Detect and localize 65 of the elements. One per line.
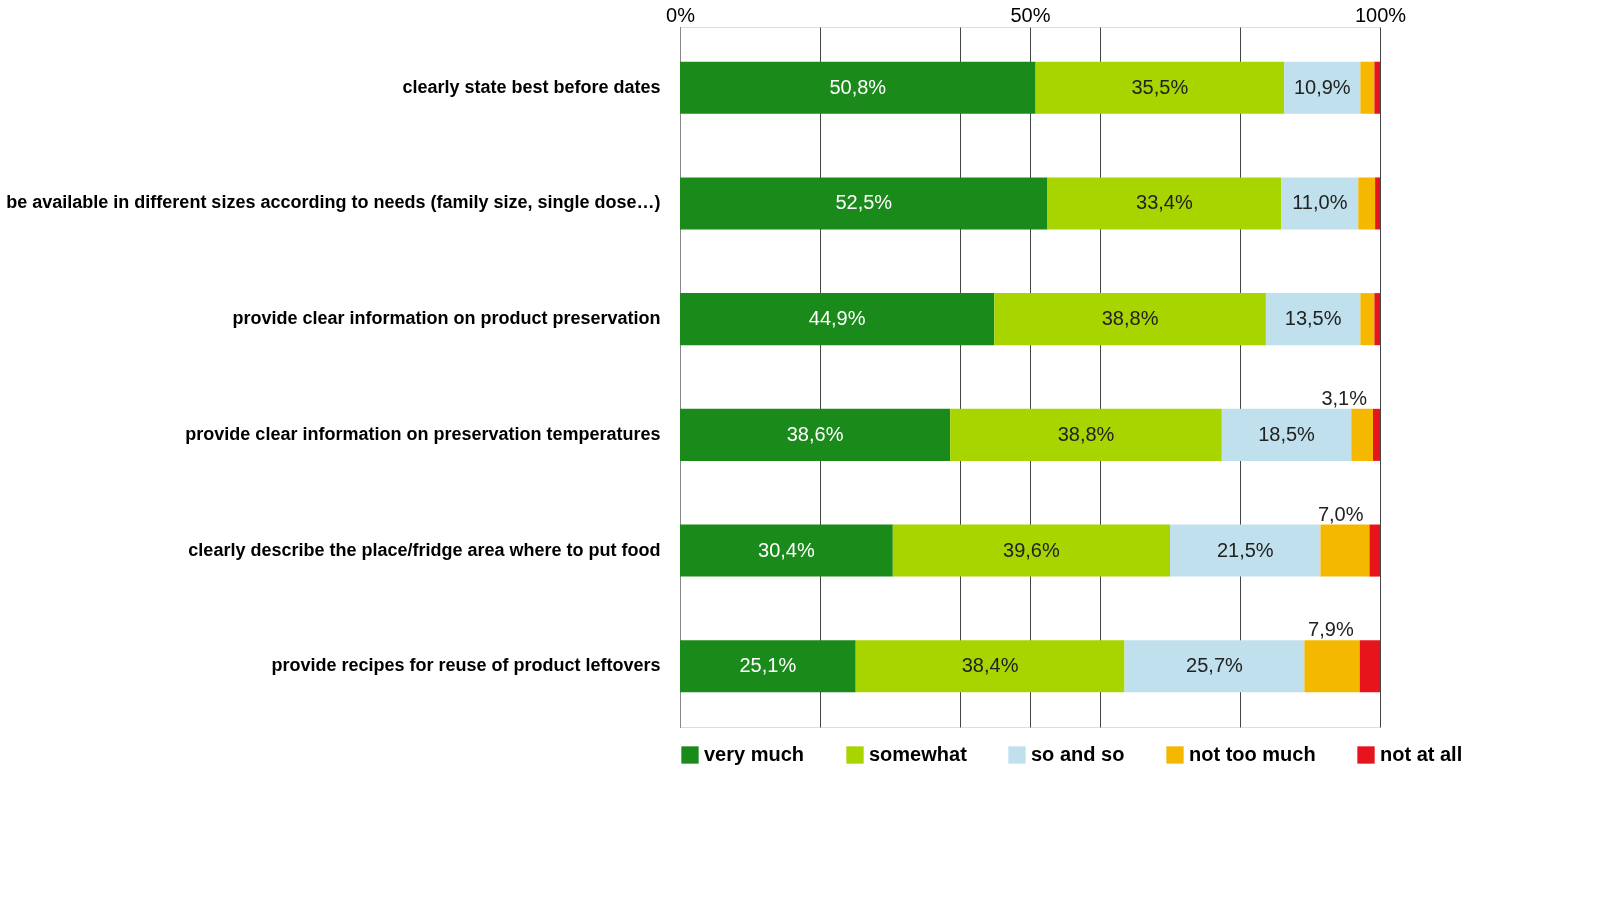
y-tick-label: provide clear information on product preservation	[232, 308, 661, 329]
data-label: 39,6%	[1003, 538, 1060, 561]
data-label: 35,5%	[1131, 75, 1189, 98]
data-label: 50,8%	[829, 75, 887, 98]
bar	[1373, 408, 1380, 461]
data-label: 44,9%	[808, 307, 866, 330]
bar	[1374, 61, 1380, 114]
bar	[1281, 177, 1359, 230]
bar	[855, 640, 1125, 693]
bar	[680, 524, 893, 577]
x-tick-label: 0%	[666, 3, 696, 26]
bar	[1360, 61, 1375, 114]
bar	[680, 293, 995, 346]
data-label: 38,4%	[961, 654, 1019, 677]
data-label: 25,1%	[739, 654, 797, 677]
bar	[1358, 177, 1376, 230]
bar	[1265, 293, 1361, 346]
bar	[680, 177, 1048, 230]
bar	[1360, 293, 1375, 346]
data-label: 38,8%	[1101, 307, 1159, 330]
bar	[1304, 640, 1360, 693]
y-tick-label: be available in different sizes according to needs (family size, single dose…)	[6, 192, 661, 213]
y-tick-label: provide clear information on preservation temperatures	[185, 423, 661, 444]
bar	[950, 408, 1222, 461]
bar	[680, 408, 951, 461]
bar	[1124, 640, 1305, 693]
y-tick-label: provide recipes for reuse of product leftovers	[271, 655, 661, 676]
bar	[994, 293, 1266, 346]
data-label: 7,0%	[1317, 502, 1364, 525]
bar	[1047, 177, 1282, 230]
bar	[1374, 293, 1380, 346]
data-label: 3,1%	[1321, 386, 1368, 409]
data-label: 38,6%	[786, 422, 844, 445]
legend-label: not at all	[1380, 743, 1463, 765]
x-tick-label: 100%	[1354, 3, 1407, 26]
legend-label: somewhat	[869, 743, 968, 765]
bar	[1035, 61, 1285, 114]
y-tick-label: clearly describe the place/fridge area where to put food	[188, 539, 661, 560]
bar	[1375, 177, 1380, 230]
legend-label: not too much	[1189, 743, 1316, 765]
bar	[680, 640, 856, 693]
data-label: 52,5%	[835, 191, 893, 214]
data-label: 10,9%	[1293, 75, 1351, 98]
x-tick-label: 50%	[1010, 3, 1051, 26]
data-label: 13,5%	[1284, 307, 1342, 330]
bar	[1170, 524, 1321, 577]
bar	[680, 61, 1036, 114]
data-label: 30,4%	[758, 538, 815, 561]
bar	[1284, 61, 1361, 114]
bar	[1359, 640, 1380, 693]
data-label: 11,0%	[1292, 191, 1348, 214]
data-label: 25,7%	[1186, 654, 1244, 677]
data-label: 7,9%	[1308, 618, 1354, 641]
data-label: 18,5%	[1258, 422, 1316, 445]
legend-label: very much	[704, 743, 805, 765]
y-tick-label: clearly state best before dates	[402, 76, 661, 97]
legend-label: so and so	[1031, 743, 1125, 765]
data-label: 33,4%	[1136, 191, 1193, 214]
bar	[1351, 408, 1373, 461]
bar	[1369, 524, 1380, 577]
data-label: 38,8%	[1057, 422, 1115, 445]
bar	[1320, 524, 1370, 577]
data-label: 21,5%	[1216, 538, 1274, 561]
bar	[892, 524, 1170, 577]
bar	[1221, 408, 1352, 461]
